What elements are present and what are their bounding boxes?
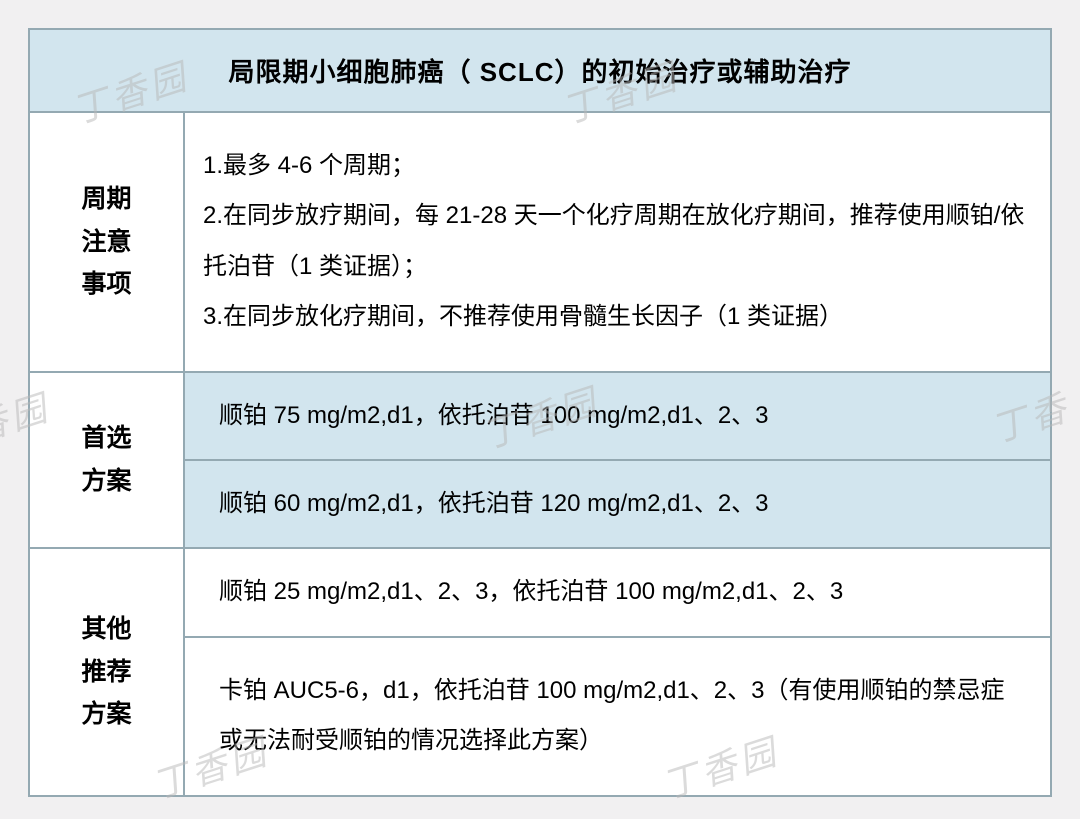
table-row: 首选 方案 顺铂 75 mg/m2,d1，依托泊苷 100 mg/m2,d1、2… xyxy=(29,372,1051,460)
label-text: 方案 xyxy=(81,467,131,495)
label-text: 首选 xyxy=(81,424,131,452)
label-text: 事项 xyxy=(81,270,131,298)
cycle-notes-cell: 1.最多 4-6 个周期； 2.在同步放疗期间，每 21-28 天一个化疗周期在… xyxy=(184,112,1051,372)
cell-text: 卡铂 AUC5-6，d1，依托泊苷 100 mg/m2,d1、2、3（有使用顺铂… xyxy=(219,677,1005,754)
table-title: 局限期小细胞肺癌（ SCLC）的初始治疗或辅助治疗 xyxy=(29,29,1051,112)
other-regimen-2: 卡铂 AUC5-6，d1，依托泊苷 100 mg/m2,d1、2、3（有使用顺铂… xyxy=(184,637,1051,796)
label-text: 注意 xyxy=(81,228,131,256)
section-label-preferred: 首选 方案 xyxy=(29,372,184,549)
section-label-cycle: 周期 注意 事项 xyxy=(29,112,184,372)
cell-text: 顺铂 25 mg/m2,d1、2、3，依托泊苷 100 mg/m2,d1、2、3 xyxy=(219,578,843,605)
treatment-table: 局限期小细胞肺癌（ SCLC）的初始治疗或辅助治疗 周期 注意 事项 1.最多 … xyxy=(28,28,1052,797)
preferred-regimen-1: 顺铂 75 mg/m2,d1，依托泊苷 100 mg/m2,d1、2、3 xyxy=(184,372,1051,460)
cell-text: 顺铂 75 mg/m2,d1，依托泊苷 100 mg/m2,d1、2、3 xyxy=(219,402,769,429)
label-text: 其他 xyxy=(81,615,131,643)
other-regimen-1: 顺铂 25 mg/m2,d1、2、3，依托泊苷 100 mg/m2,d1、2、3 xyxy=(184,548,1051,636)
label-text: 方案 xyxy=(81,700,131,728)
header-row: 局限期小细胞肺癌（ SCLC）的初始治疗或辅助治疗 xyxy=(29,29,1051,112)
table-row: 其他 推荐 方案 顺铂 25 mg/m2,d1、2、3，依托泊苷 100 mg/… xyxy=(29,548,1051,636)
preferred-regimen-2: 顺铂 60 mg/m2,d1，依托泊苷 120 mg/m2,d1、2、3 xyxy=(184,460,1051,548)
cell-text: 顺铂 60 mg/m2,d1，依托泊苷 120 mg/m2,d1、2、3 xyxy=(219,490,769,517)
section-label-other: 其他 推荐 方案 xyxy=(29,548,184,795)
label-text: 推荐 xyxy=(81,658,131,686)
cell-text: 1.最多 4-6 个周期； 2.在同步放疗期间，每 21-28 天一个化疗周期在… xyxy=(203,152,1024,330)
label-text: 周期 xyxy=(81,185,131,213)
table-row: 周期 注意 事项 1.最多 4-6 个周期； 2.在同步放疗期间，每 21-28… xyxy=(29,112,1051,372)
